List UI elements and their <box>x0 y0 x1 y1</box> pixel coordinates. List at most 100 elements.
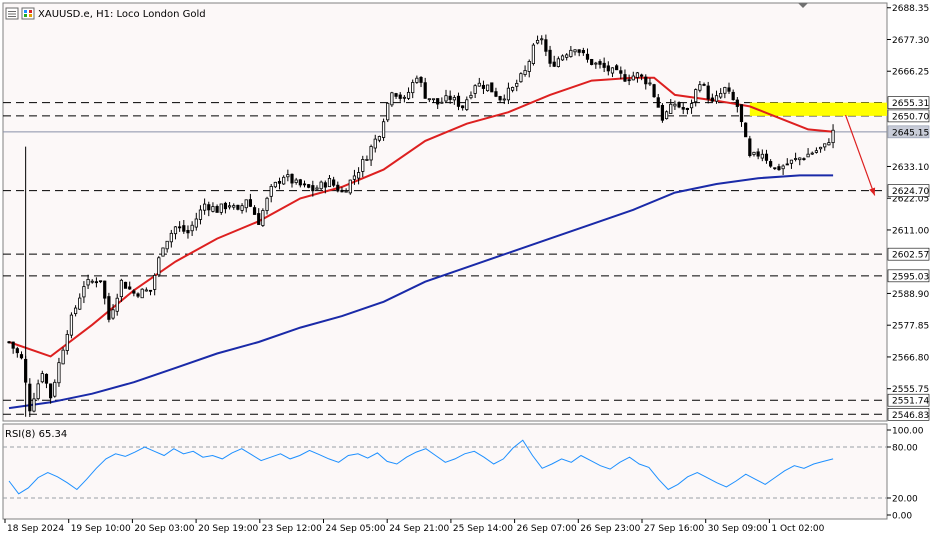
shift-marker-icon[interactable] <box>798 3 808 8</box>
candle <box>203 198 207 215</box>
candle <box>548 45 552 68</box>
candle-body <box>307 184 311 188</box>
price-tick-label: 2611.00 <box>892 226 929 236</box>
candle-body <box>798 157 802 161</box>
candle-body <box>215 206 219 213</box>
candle-body <box>764 153 769 161</box>
candle-body <box>735 99 739 107</box>
candle <box>540 35 544 45</box>
candle <box>602 57 606 73</box>
candle <box>640 73 644 81</box>
candle <box>411 79 415 99</box>
candle <box>702 82 706 87</box>
candle-body <box>144 289 148 292</box>
candle <box>673 100 677 110</box>
candle-body <box>552 61 556 67</box>
candle-body <box>556 58 560 67</box>
rsi-indicator: 100.00 80.00 20.00 0.00 <box>3 427 924 522</box>
candle <box>610 67 615 78</box>
candle <box>406 87 411 100</box>
candle <box>144 287 148 292</box>
candle <box>523 65 527 77</box>
candle <box>419 76 423 88</box>
price-level-box <box>887 96 930 109</box>
candle <box>394 92 398 99</box>
chart-menu-icon[interactable] <box>5 7 19 20</box>
candle-body <box>198 209 203 220</box>
candle-body <box>290 173 294 184</box>
candle <box>698 80 702 93</box>
candle <box>11 341 15 354</box>
candle <box>307 184 311 189</box>
candle-body <box>698 84 702 91</box>
price-level-label: 2624.70 <box>892 187 929 197</box>
candle <box>415 75 419 84</box>
candle <box>381 118 386 141</box>
candle-body <box>315 187 319 190</box>
candle <box>244 199 248 213</box>
chart-title: XAUUSD.e, H1: Loco London Gold <box>38 9 206 20</box>
candle <box>619 66 623 80</box>
candle-body <box>664 111 669 120</box>
candle-body <box>153 274 157 290</box>
candle-body <box>381 121 386 138</box>
candle <box>818 146 823 153</box>
candle-body <box>190 224 194 232</box>
candle <box>623 69 627 83</box>
candle-body <box>49 383 53 399</box>
rsi-tick-label: 20.00 <box>892 495 918 505</box>
candle <box>7 341 11 344</box>
candle <box>73 305 78 317</box>
candle <box>28 378 32 417</box>
candle <box>552 55 556 68</box>
moving-averages <box>8 76 834 410</box>
candle <box>789 159 794 169</box>
candle-body <box>327 178 332 188</box>
candle-body <box>427 98 431 101</box>
ma-fast-line <box>8 76 834 358</box>
price-tick-label: 2588.90 <box>892 290 929 300</box>
candle-body <box>402 96 406 99</box>
price-level-label: 2551.74 <box>892 397 929 407</box>
candle-body <box>44 373 49 384</box>
candle <box>178 221 182 232</box>
candle <box>735 97 739 113</box>
candle <box>157 256 161 278</box>
candle <box>390 91 394 107</box>
candle-body <box>19 354 24 359</box>
candle <box>660 103 665 123</box>
candle-body <box>627 79 631 82</box>
candle <box>15 346 19 358</box>
candle <box>332 176 336 188</box>
candle <box>165 240 169 253</box>
candle-body <box>669 103 673 114</box>
candle-body <box>194 218 198 228</box>
candle-body <box>227 205 232 208</box>
candle-body <box>631 75 635 81</box>
price-tick-label: 2633.10 <box>892 163 929 173</box>
candle <box>794 152 798 162</box>
candle-body <box>65 334 69 351</box>
candle-body <box>369 146 373 161</box>
candle-body <box>610 67 615 74</box>
candle-body <box>486 84 490 92</box>
candle <box>182 219 186 234</box>
candle <box>585 48 590 63</box>
price-level-label: 2645.15 <box>892 128 929 138</box>
candle-body <box>178 226 182 229</box>
candle-body <box>240 205 244 211</box>
candle <box>560 54 565 61</box>
candle <box>769 159 773 168</box>
candle <box>311 180 315 197</box>
candle-body <box>719 93 723 98</box>
candle <box>456 92 461 111</box>
candle <box>531 43 536 66</box>
candle <box>169 229 173 248</box>
chart-grid-icon[interactable] <box>21 7 35 20</box>
price-level-box <box>887 269 930 283</box>
candle-body <box>727 87 731 92</box>
candle <box>194 212 198 231</box>
candle-body <box>311 185 315 192</box>
candle <box>115 293 119 316</box>
candle-body <box>519 73 523 83</box>
